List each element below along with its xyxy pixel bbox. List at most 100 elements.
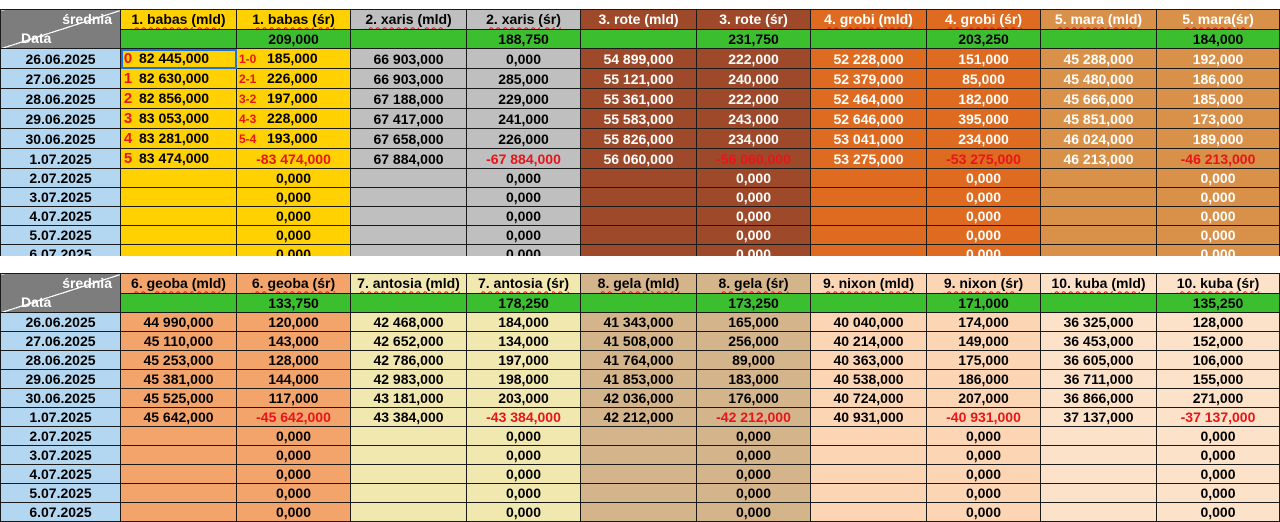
mld-value-cell[interactable]: 1 82 630,000 [120,68,237,89]
column-header-sr[interactable]: 9. nixon (śr) [926,273,1041,294]
mld-value-cell[interactable] [120,187,237,207]
mld-value-cell[interactable]: 45 253,000 [120,350,237,370]
mld-value-cell[interactable] [350,445,467,465]
mld-value-cell[interactable] [1040,225,1157,245]
mld-value-cell[interactable]: 67 417,000 [350,108,467,129]
mld-value-cell[interactable]: 36 866,000 [1040,388,1157,408]
average-value-cell[interactable]: 184,000 [1156,28,1280,49]
sr-value-cell[interactable]: -56 060,000 [696,148,811,169]
mld-value-cell[interactable] [1040,426,1157,446]
column-header-mld[interactable]: 9. nixon (mld) [810,273,927,294]
average-value-cell[interactable]: 178,250 [466,292,581,313]
sr-value-cell[interactable]: 0,000 [236,502,351,522]
mld-value-cell[interactable]: 5 83 474,000 [120,148,237,169]
mld-value-cell[interactable] [1040,502,1157,522]
mld-value-cell[interactable] [810,206,927,226]
corner-header-cell[interactable]: średnia Data [0,273,121,313]
mld-value-cell[interactable]: 52 228,000 [810,48,927,69]
mld-value-cell[interactable]: 36 453,000 [1040,331,1157,351]
mld-value-cell[interactable]: 46 024,000 [1040,128,1157,149]
mld-value-cell[interactable]: 67 188,000 [350,88,467,109]
mld-value-cell[interactable] [810,464,927,484]
sr-value-cell[interactable]: 120,000 [236,312,351,332]
average-value-cell[interactable]: 133,750 [236,292,351,313]
sr-value-cell[interactable]: 0,000 [466,426,581,446]
average-value-cell[interactable]: 188,750 [466,28,581,49]
mld-value-cell[interactable] [120,206,237,226]
mld-value-cell[interactable]: 37 137,000 [1040,407,1157,427]
mld-value-cell[interactable]: 66 903,000 [350,48,467,69]
mld-value-cell[interactable] [580,426,697,446]
sr-value-cell[interactable]: 106,000 [1156,350,1280,370]
sr-value-cell[interactable]: 192,000 [1156,48,1280,69]
sr-value-cell[interactable]: 0,000 [926,168,1041,188]
average-empty-cell[interactable] [1040,28,1157,49]
sr-value-cell[interactable]: 0,000 [1156,445,1280,465]
mld-value-cell[interactable] [1040,187,1157,207]
mld-value-cell[interactable] [120,502,237,522]
sr-value-cell[interactable]: 0,000 [696,225,811,245]
sr-value-cell[interactable]: -43 384,000 [466,407,581,427]
mld-value-cell[interactable]: 41 853,000 [580,369,697,389]
date-cell[interactable]: 5.07.2025 [0,225,121,245]
sr-value-cell[interactable]: 1-0 185,000 [236,48,351,69]
mld-value-cell[interactable] [580,187,697,207]
sr-value-cell[interactable]: 0,000 [926,206,1041,226]
date-cell[interactable]: 27.06.2025 [0,68,121,89]
mld-value-cell[interactable]: 52 646,000 [810,108,927,129]
sr-value-cell[interactable]: 0,000 [236,206,351,226]
column-header-mld[interactable]: 3. rote (mld) [580,9,697,30]
average-value-cell[interactable]: 135,250 [1156,292,1280,313]
date-cell[interactable]: 26.06.2025 [0,48,121,69]
sr-value-cell[interactable]: 222,000 [696,88,811,109]
sr-value-cell[interactable]: 0,000 [696,445,811,465]
column-header-sr[interactable]: 4. grobi (śr) [926,9,1041,30]
mld-value-cell[interactable] [1040,464,1157,484]
mld-value-cell[interactable]: 55 826,000 [580,128,697,149]
sr-value-cell[interactable]: 203,000 [466,388,581,408]
sr-value-cell[interactable]: 183,000 [696,369,811,389]
sr-value-cell[interactable]: 0,000 [926,225,1041,245]
sr-value-cell[interactable]: -37 137,000 [1156,407,1280,427]
mld-value-cell[interactable] [810,225,927,245]
sr-value-cell[interactable]: 0,000 [696,187,811,207]
mld-value-cell[interactable]: 55 361,000 [580,88,697,109]
mld-value-cell[interactable]: 43 384,000 [350,407,467,427]
sr-value-cell[interactable]: 151,000 [926,48,1041,69]
mld-value-cell[interactable] [350,426,467,446]
average-empty-cell[interactable] [350,292,467,313]
date-cell[interactable]: 30.06.2025 [0,128,121,149]
date-cell[interactable]: 5.07.2025 [0,483,121,503]
sr-value-cell[interactable]: 0,000 [236,464,351,484]
mld-value-cell[interactable]: 45 851,000 [1040,108,1157,129]
mld-value-cell[interactable]: 67 658,000 [350,128,467,149]
sr-value-cell[interactable]: 0,000 [696,483,811,503]
average-empty-cell[interactable] [120,28,237,49]
sr-value-cell[interactable]: 0,000 [466,225,581,245]
mld-value-cell[interactable]: 45 110,000 [120,331,237,351]
mld-value-cell[interactable]: 66 903,000 [350,68,467,89]
column-header-sr[interactable]: 6. geoba (śr) [236,273,351,294]
sr-value-cell[interactable]: 143,000 [236,331,351,351]
mld-value-cell[interactable] [1040,168,1157,188]
mld-value-cell[interactable] [350,168,467,188]
sr-value-cell[interactable]: 128,000 [236,350,351,370]
date-cell[interactable]: 2.07.2025 [0,168,121,188]
sr-value-cell[interactable]: 176,000 [696,388,811,408]
sr-value-cell[interactable]: 0,000 [1156,483,1280,503]
sr-value-cell[interactable]: 256,000 [696,331,811,351]
mld-value-cell[interactable]: 0 82 445,000 [120,48,237,69]
date-cell[interactable]: 29.06.2025 [0,108,121,129]
sr-value-cell[interactable]: 165,000 [696,312,811,332]
sr-value-cell[interactable]: 0,000 [466,187,581,207]
sr-value-cell[interactable]: 0,000 [466,48,581,69]
sr-value-cell[interactable]: 4-3 228,000 [236,108,351,129]
date-cell[interactable]: 28.06.2025 [0,350,121,370]
sr-value-cell[interactable]: 234,000 [696,128,811,149]
mld-value-cell[interactable]: 40 214,000 [810,331,927,351]
mld-value-cell[interactable]: 45 666,000 [1040,88,1157,109]
mld-value-cell[interactable]: 42 036,000 [580,388,697,408]
column-header-sr[interactable]: 2. xaris (śr) [466,9,581,30]
date-cell[interactable]: 27.06.2025 [0,331,121,351]
sr-value-cell[interactable]: 0,000 [466,464,581,484]
